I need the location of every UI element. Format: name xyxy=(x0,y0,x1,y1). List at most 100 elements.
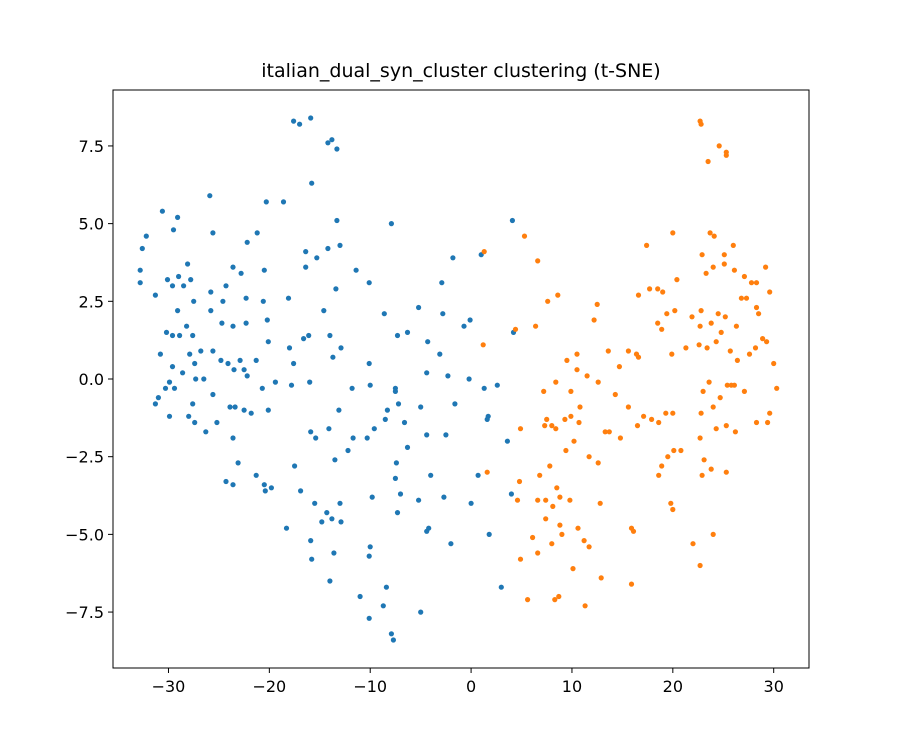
data-point-cluster-1 xyxy=(723,152,729,158)
data-point-cluster-0 xyxy=(243,295,249,301)
data-point-cluster-0 xyxy=(244,239,250,245)
data-point-cluster-1 xyxy=(730,242,736,248)
data-point-cluster-1 xyxy=(698,308,704,314)
data-point-cluster-1 xyxy=(728,382,734,388)
data-point-cluster-0 xyxy=(380,603,386,609)
data-point-cluster-0 xyxy=(468,500,474,506)
data-point-cluster-1 xyxy=(705,158,711,165)
data-point-cluster-1 xyxy=(767,410,773,416)
data-point-cluster-1 xyxy=(741,273,748,280)
data-point-cluster-1 xyxy=(703,270,709,276)
data-point-cluster-0 xyxy=(210,391,216,398)
data-point-cluster-1 xyxy=(628,581,635,587)
data-point-cluster-0 xyxy=(481,385,487,391)
data-point-cluster-1 xyxy=(713,426,719,432)
data-point-cluster-1 xyxy=(715,311,721,317)
data-point-cluster-1 xyxy=(556,593,562,600)
data-point-cluster-1 xyxy=(481,249,487,255)
data-point-cluster-1 xyxy=(753,419,760,426)
data-point-cluster-1 xyxy=(517,426,524,432)
data-point-cluster-1 xyxy=(543,497,549,503)
data-point-cluster-1 xyxy=(697,562,703,569)
data-point-cluster-1 xyxy=(562,416,568,422)
data-point-cluster-1 xyxy=(668,500,674,506)
data-point-cluster-1 xyxy=(708,466,714,472)
data-point-cluster-0 xyxy=(475,472,481,478)
data-point-cluster-0 xyxy=(401,419,408,426)
data-point-cluster-0 xyxy=(366,553,372,559)
data-point-cluster-1 xyxy=(595,460,601,466)
data-point-cluster-1 xyxy=(716,143,722,149)
data-point-cluster-1 xyxy=(537,472,543,478)
data-point-cluster-0 xyxy=(337,242,343,248)
data-point-cluster-1 xyxy=(697,323,703,329)
data-point-cluster-1 xyxy=(571,438,577,444)
data-point-cluster-1 xyxy=(655,286,661,292)
data-point-cluster-0 xyxy=(308,538,314,544)
data-point-cluster-1 xyxy=(767,289,773,295)
data-point-cluster-1 xyxy=(574,351,580,357)
data-point-cluster-0 xyxy=(253,357,259,363)
data-point-cluster-0 xyxy=(329,137,335,143)
data-point-cluster-1 xyxy=(552,597,558,603)
data-point-cluster-1 xyxy=(738,295,745,301)
data-point-cluster-1 xyxy=(480,342,486,348)
data-point-cluster-0 xyxy=(392,388,398,394)
data-point-cluster-0 xyxy=(467,317,473,323)
data-point-cluster-1 xyxy=(602,429,608,435)
data-point-cluster-0 xyxy=(324,509,330,516)
data-point-cluster-0 xyxy=(208,289,214,295)
data-point-cluster-0 xyxy=(292,463,298,469)
data-point-cluster-0 xyxy=(159,208,165,214)
data-point-cluster-1 xyxy=(557,522,563,528)
data-point-cluster-0 xyxy=(223,283,229,289)
data-point-cluster-0 xyxy=(452,401,458,407)
data-point-cluster-0 xyxy=(439,280,445,286)
data-point-cluster-1 xyxy=(516,478,523,485)
data-point-cluster-0 xyxy=(461,323,467,329)
data-point-cluster-0 xyxy=(424,370,430,376)
data-point-cluster-0 xyxy=(263,199,269,205)
data-point-cluster-0 xyxy=(509,217,515,224)
data-point-cluster-0 xyxy=(285,295,292,301)
data-point-cluster-0 xyxy=(207,193,213,199)
points-layer xyxy=(137,115,780,643)
data-point-cluster-0 xyxy=(188,277,194,283)
data-point-cluster-1 xyxy=(663,410,669,416)
data-point-cluster-1 xyxy=(634,423,641,429)
data-point-cluster-1 xyxy=(582,603,588,609)
data-point-cluster-0 xyxy=(219,320,225,326)
data-point-cluster-0 xyxy=(190,401,196,407)
data-point-cluster-0 xyxy=(309,556,315,562)
data-point-cluster-1 xyxy=(575,525,581,531)
data-point-cluster-0 xyxy=(187,351,193,357)
data-point-cluster-0 xyxy=(169,332,176,339)
y-tick-label: −7.5 xyxy=(65,603,104,622)
data-point-cluster-0 xyxy=(191,298,197,304)
data-point-cluster-1 xyxy=(535,550,541,556)
data-point-cluster-0 xyxy=(369,494,375,500)
data-point-cluster-0 xyxy=(283,525,290,531)
data-point-cluster-0 xyxy=(264,317,270,323)
data-point-cluster-1 xyxy=(656,472,662,478)
data-point-cluster-1 xyxy=(597,500,603,506)
data-point-cluster-0 xyxy=(220,298,226,304)
data-point-cluster-1 xyxy=(541,388,547,394)
data-point-cluster-0 xyxy=(230,435,236,441)
data-point-cluster-0 xyxy=(338,345,344,351)
data-point-cluster-1 xyxy=(746,351,753,357)
data-point-cluster-1 xyxy=(699,472,705,478)
data-point-cluster-0 xyxy=(261,482,267,488)
data-point-cluster-0 xyxy=(223,478,229,485)
data-point-cluster-0 xyxy=(325,140,331,146)
data-point-cluster-0 xyxy=(288,382,295,388)
data-point-cluster-0 xyxy=(326,426,332,432)
data-point-cluster-1 xyxy=(718,329,724,335)
data-point-cluster-0 xyxy=(367,544,373,550)
data-point-cluster-0 xyxy=(232,404,238,410)
data-point-cluster-1 xyxy=(656,419,662,426)
data-point-cluster-0 xyxy=(321,308,327,314)
data-point-cluster-1 xyxy=(665,454,671,460)
data-point-cluster-1 xyxy=(641,413,647,419)
data-point-cluster-1 xyxy=(774,385,780,391)
